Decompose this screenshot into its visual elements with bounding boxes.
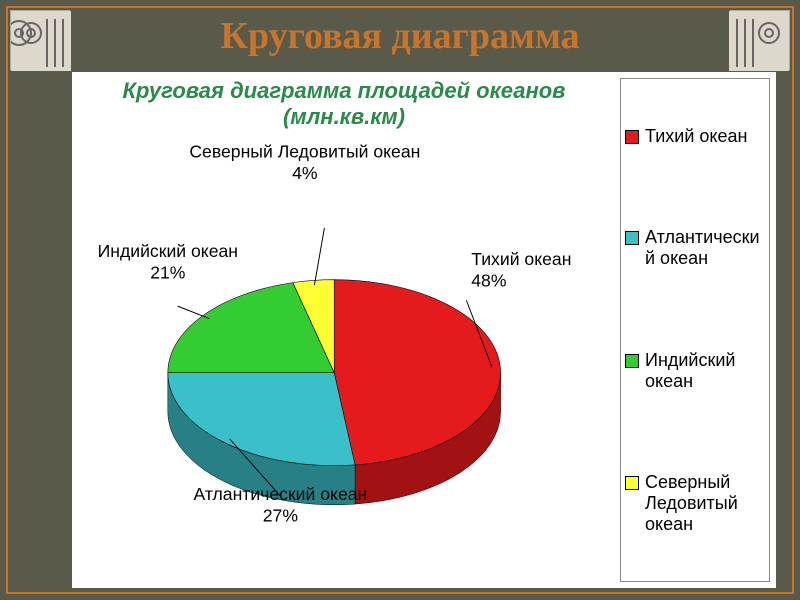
pie-callout: 27%	[263, 505, 299, 525]
pie-callout: 4%	[292, 163, 318, 183]
legend-item: Атлантический океан	[625, 227, 765, 268]
legend-item: Тихий океан	[625, 126, 765, 147]
pie-callout: Атлантический океан	[193, 484, 367, 504]
legend-item: Северный Ледовитый океан	[625, 472, 765, 534]
pie-callout: Северный Ледовитый океан	[189, 141, 420, 161]
legend-swatch	[625, 231, 639, 245]
pie-callout: 21%	[150, 263, 186, 283]
chart-title: Круговая диаграмма площадей океанов (млн…	[72, 78, 616, 131]
chart-panel: Круговая диаграмма площадей океанов (млн…	[72, 72, 776, 588]
pie-callout: Тихий океан	[471, 249, 571, 269]
slide-root: Круговая диаграмма Круговая диаграмма пл…	[0, 0, 800, 600]
legend-label: Северный Ледовитый океан	[645, 472, 765, 534]
legend-item: Индийский океан	[625, 350, 765, 391]
legend-swatch	[625, 354, 639, 368]
legend-label: Атлантический океан	[645, 227, 765, 268]
legend-label: Индийский океан	[645, 350, 765, 391]
legend-label: Тихий океан	[645, 126, 747, 147]
pie-chart: Тихий океан48% Атлантический океан27% Инди…	[72, 128, 616, 588]
page-title: Круговая диаграмма	[0, 14, 800, 58]
pie-callout: Индийский океан	[98, 241, 238, 261]
pie-area: Тихий океан48% Атлантический океан27% Инди…	[72, 128, 616, 588]
legend-swatch	[625, 476, 639, 490]
legend-swatch	[625, 130, 639, 144]
pie-callout: 48%	[471, 271, 507, 291]
chart-legend: Тихий океан Атлантический океан Индийский …	[620, 78, 770, 582]
